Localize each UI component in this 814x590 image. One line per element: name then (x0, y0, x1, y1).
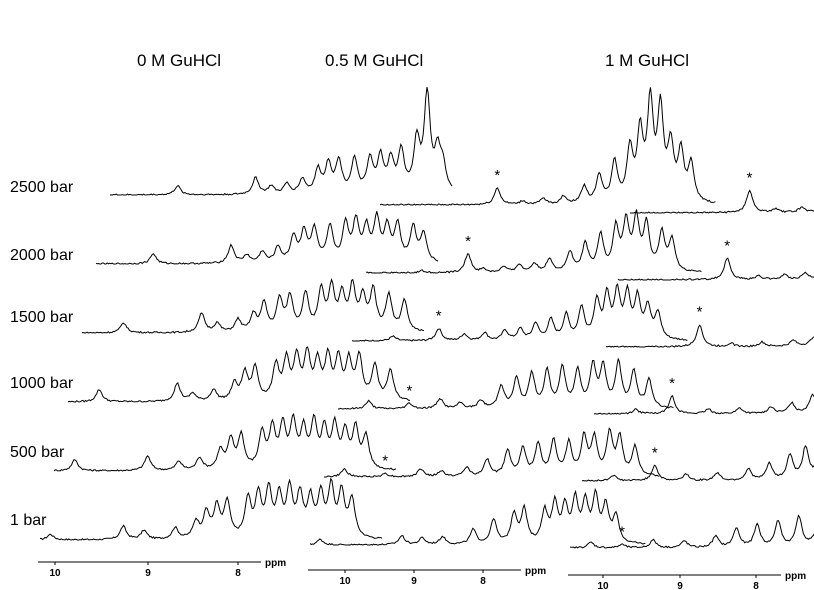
pressure-label: 2500 bar (10, 179, 74, 196)
x-tick-label: 8 (753, 581, 759, 590)
spectrum-trace-1500-bar (351, 283, 688, 342)
x-tick-label: 9 (145, 568, 151, 579)
pressure-label: 1 bar (10, 512, 47, 529)
spectrum-trace-1000-bar (67, 346, 411, 403)
x-tick-label: 8 (480, 576, 486, 587)
peak-marker: * (436, 308, 442, 325)
spectrum-trace-2000-bar (365, 209, 702, 274)
x-axis-unit: ppm (525, 566, 546, 577)
panel-0m: 0 M GuHCl 10 9 8 ppm (38, 51, 453, 579)
peak-marker: * (494, 167, 500, 184)
spectrum-trace-1-bar (39, 477, 383, 541)
x-tick-label: 10 (597, 581, 609, 590)
spectrum-trace-2000-bar (95, 211, 439, 265)
x-tick-label: 9 (677, 581, 683, 590)
spectrum-trace-1500-bar (605, 324, 814, 348)
spectrum-trace-500-bar (53, 412, 397, 472)
peak-marker: * (382, 453, 388, 470)
spectrum-trace-500-bar (581, 444, 814, 482)
x-axis-unit: ppm (785, 571, 806, 582)
panel-title: 1 M GuHCl (605, 51, 689, 70)
spectrum-trace-1-bar (569, 514, 814, 549)
pressure-labels: 1 bar 500 bar 1000 bar 1500 bar 2000 bar 2500… (10, 179, 74, 529)
spectrum-trace-2000-bar (617, 257, 814, 281)
peak-marker: * (652, 444, 658, 461)
spectrum-trace-1000-bar (593, 393, 814, 415)
spectrum-trace-1500-bar (81, 277, 425, 334)
x-axis-unit: ppm (265, 558, 286, 569)
peak-marker: * (406, 382, 412, 399)
peak-marker: * (619, 524, 625, 541)
panel-title: 0.5 M GuHCl (325, 51, 423, 70)
peak-marker: * (669, 375, 675, 392)
peak-marker: * (465, 233, 471, 250)
x-tick-label: 9 (411, 576, 417, 587)
x-tick-label: 10 (49, 568, 61, 579)
panel-1m: 1 M GuHCl 10 9 8 ppm * * * * * * (568, 51, 814, 590)
peak-marker: * (697, 304, 703, 321)
spectrum-trace-2500-bar (379, 87, 716, 206)
peak-marker: * (747, 170, 753, 187)
spectrum-trace-500-bar (324, 427, 660, 478)
spectrum-trace-1000-bar (338, 358, 674, 410)
peak-marker: * (724, 238, 730, 255)
spectrum-trace-2500-bar (630, 189, 814, 214)
x-tick-label: 10 (339, 576, 351, 587)
x-tick-label: 8 (235, 568, 241, 579)
panel-05m: 0.5 M GuHCl 10 9 8 ppm * * * * * (308, 51, 716, 587)
pressure-label: 2000 bar (10, 247, 74, 264)
pressure-label: 1500 bar (10, 309, 74, 326)
pressure-label: 500 bar (10, 444, 65, 461)
panel-title: 0 M GuHCl (137, 51, 221, 70)
spectrum-trace-1-bar (309, 487, 646, 546)
pressure-label: 1000 bar (10, 375, 74, 392)
spectrum-trace-2500-bar (109, 87, 453, 196)
